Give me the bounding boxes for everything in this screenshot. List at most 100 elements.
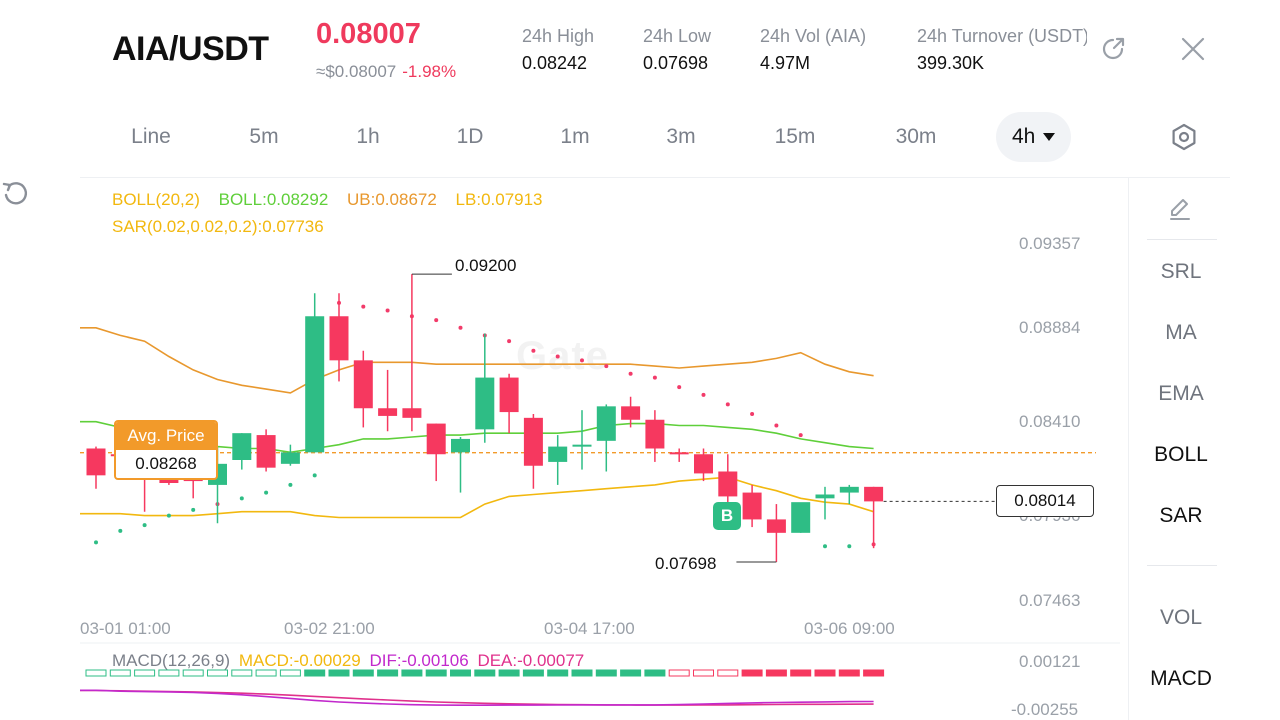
candle-body bbox=[718, 471, 738, 497]
sar-dot bbox=[507, 339, 512, 344]
sar-dot bbox=[191, 507, 196, 512]
tab-15m[interactable]: 15m bbox=[774, 125, 816, 148]
avg-price-tag[interactable]: Avg. Price 0.08268 bbox=[114, 420, 218, 480]
candle-body bbox=[378, 408, 398, 416]
candle-body bbox=[839, 486, 859, 493]
macd-bar bbox=[717, 669, 739, 677]
tab-1m[interactable]: 1m bbox=[560, 125, 590, 148]
sar-dot bbox=[264, 490, 269, 495]
tab-1d[interactable]: 1D bbox=[456, 125, 484, 148]
sar-dot bbox=[774, 423, 779, 428]
sar-dot bbox=[385, 308, 390, 313]
close-icon[interactable] bbox=[1178, 34, 1208, 64]
indicator-ema[interactable]: EMA bbox=[1158, 382, 1204, 405]
macd-bar bbox=[474, 669, 496, 677]
stat-24h-low: 24h Low 0.07698 bbox=[643, 26, 711, 74]
macd-bar bbox=[498, 669, 520, 677]
legend-dea: DEA:-0.00077 bbox=[477, 651, 585, 670]
macd-bar bbox=[547, 669, 569, 677]
sar-dot bbox=[434, 318, 439, 323]
candle-body bbox=[329, 316, 349, 361]
candle-body bbox=[475, 377, 495, 430]
sar-dot bbox=[142, 523, 147, 528]
candle-body bbox=[232, 433, 252, 460]
macd-bar bbox=[644, 669, 666, 677]
tab-5m[interactable]: 5m bbox=[249, 125, 279, 148]
boll-upper-line bbox=[80, 327, 874, 394]
sar-dot bbox=[458, 325, 463, 330]
legend-boll-ub: UB:0.08672 bbox=[347, 190, 437, 209]
candle-body bbox=[864, 486, 884, 502]
macd-bar bbox=[279, 669, 301, 677]
sar-dot bbox=[555, 354, 560, 359]
candle-body bbox=[402, 408, 422, 418]
caret-down-icon bbox=[1043, 133, 1056, 142]
macd-legend: MACD(12,26,9) MACD:-0.00029 DIF:-0.00106… bbox=[112, 651, 584, 671]
chart-canvas[interactable] bbox=[0, 178, 1128, 720]
indicator-boll[interactable]: BOLL bbox=[1154, 443, 1208, 466]
indicator-sidebar: SRL MA EMA BOLL SAR VOL MACD bbox=[1128, 178, 1232, 720]
y-tick: 0.09357 bbox=[1019, 234, 1081, 253]
candle-body bbox=[742, 492, 762, 520]
share-icon[interactable] bbox=[1098, 34, 1128, 64]
macd-bar bbox=[182, 669, 204, 677]
y-tick: 0.08410 bbox=[1019, 412, 1081, 431]
macd-bar bbox=[595, 669, 617, 677]
macd-bar bbox=[522, 669, 544, 677]
legend-boll: BOLL(20,2) bbox=[112, 190, 200, 209]
macd-bar bbox=[158, 669, 180, 677]
candle-body bbox=[451, 438, 470, 453]
candle-body bbox=[669, 452, 689, 455]
interval-tabs: Line 5m 1h 1D 1m 3m 15m 30m 4h bbox=[0, 112, 1280, 162]
indicator-srl[interactable]: SRL bbox=[1160, 260, 1202, 283]
indicator-ma[interactable]: MA bbox=[1165, 321, 1197, 344]
current-price-tag: 0.08014 bbox=[996, 485, 1094, 517]
legend-dif: DIF:-0.00106 bbox=[369, 651, 469, 670]
macd-bar bbox=[450, 669, 471, 677]
macd-bar bbox=[352, 669, 374, 677]
candle-body bbox=[353, 360, 373, 409]
indicator-macd[interactable]: MACD bbox=[1150, 667, 1212, 690]
macd-bar bbox=[571, 669, 593, 677]
tab-line[interactable]: Line bbox=[131, 125, 171, 148]
tab-4h-dropdown[interactable]: 4h bbox=[996, 112, 1072, 162]
tab-30m[interactable]: 30m bbox=[895, 125, 937, 148]
stat-24h-volume: 24h Vol (AIA) 4.97M bbox=[760, 26, 866, 74]
candle-body bbox=[596, 406, 616, 441]
macd-bar bbox=[668, 669, 690, 677]
tab-3m[interactable]: 3m bbox=[666, 125, 696, 148]
buy-marker[interactable]: B bbox=[713, 502, 741, 530]
macd-bar bbox=[255, 669, 277, 677]
pencil-icon[interactable] bbox=[1167, 196, 1193, 222]
macd-bar bbox=[693, 669, 714, 677]
macd-bar bbox=[231, 669, 253, 677]
high-price-label: 0.09200 bbox=[455, 256, 517, 275]
kline-chart[interactable]: Gate BOLL(20,2) BOLL:0.08292 UB:0.08672 … bbox=[0, 178, 1128, 720]
candle-body bbox=[572, 444, 592, 447]
macd-bar bbox=[85, 669, 107, 677]
hexagon-settings-icon[interactable] bbox=[1170, 123, 1198, 151]
stat-value: 0.07698 bbox=[643, 53, 709, 73]
price-change: -1.98% bbox=[402, 62, 457, 81]
sar-dot bbox=[580, 358, 584, 363]
stat-label: 24h Turnover (USDT) bbox=[917, 26, 1087, 46]
legend-sar: SAR(0.02,0.02,0.2):0.07736 bbox=[112, 217, 324, 236]
macd-bar bbox=[741, 669, 763, 677]
candle-body bbox=[280, 452, 300, 464]
sar-dot bbox=[94, 540, 98, 545]
indicator-vol[interactable]: VOL bbox=[1159, 606, 1203, 629]
macd-bar bbox=[790, 669, 812, 677]
boll-lower-line bbox=[80, 476, 874, 519]
sar-dot bbox=[118, 528, 123, 533]
sar-dot bbox=[750, 412, 755, 417]
last-price: 0.08007 bbox=[316, 18, 421, 50]
macd-bar bbox=[304, 669, 326, 677]
legend-boll-mid: BOLL:0.08292 bbox=[218, 190, 329, 209]
tab-1h[interactable]: 1h bbox=[356, 125, 380, 148]
indicator-sar[interactable]: SAR bbox=[1159, 504, 1203, 527]
candle-body bbox=[766, 519, 786, 533]
reset-view-icon[interactable] bbox=[0, 178, 30, 208]
candle-body bbox=[305, 316, 325, 453]
macd-bar bbox=[814, 669, 836, 677]
legend-boll-lb: LB:0.07913 bbox=[455, 190, 543, 209]
